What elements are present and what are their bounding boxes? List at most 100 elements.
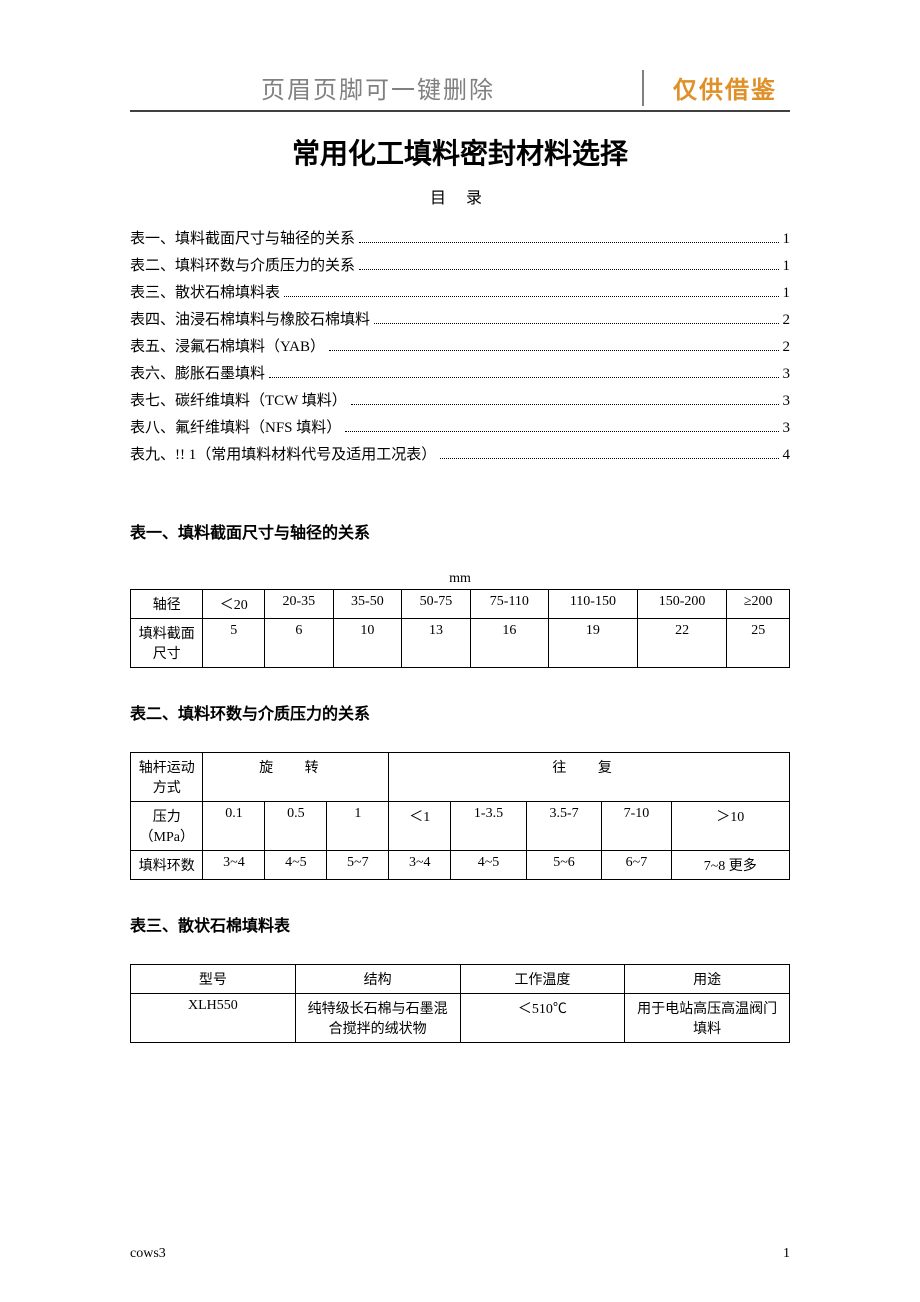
toc-dots <box>359 242 778 243</box>
table-cell: 5 <box>203 619 265 668</box>
toc-label: 表四、油浸石棉填料与橡胶石棉填料 <box>130 307 370 334</box>
table-cell: 19 <box>549 619 638 668</box>
toc-dots <box>345 431 778 432</box>
toc-page: 3 <box>783 388 791 415</box>
toc-item: 表五、浸氟石棉填料（YAB） 2 <box>130 334 790 361</box>
table-cell: ＜510℃ <box>460 994 625 1043</box>
toc-page: 1 <box>783 226 791 253</box>
table-cell: XLH550 <box>131 994 296 1043</box>
table-cell: 6~7 <box>602 851 671 880</box>
table-cell: 110-150 <box>549 590 638 619</box>
toc-page: 4 <box>783 442 791 469</box>
toc-label: 表八、氟纤维填料（NFS 填料） <box>130 415 341 442</box>
header-left-text: 页眉页脚可一键删除 <box>130 70 626 106</box>
toc-item: 表六、膨胀石墨填料3 <box>130 361 790 388</box>
table-row: 压力（MPa） 0.1 0.5 1 ＜1 1-3.5 3.5-7 7-10 ＞1… <box>131 802 790 851</box>
table-row: 填料环数 3~4 4~5 5~7 3~4 4~5 5~6 6~7 7~8 更多 <box>131 851 790 880</box>
table-cell: 旋 转 <box>203 753 389 802</box>
table-cell: 往 复 <box>389 753 790 802</box>
toc-dots <box>440 458 778 459</box>
toc-item: 表一、填料截面尺寸与轴径的关系 1 <box>130 226 790 253</box>
table-header-cell: 结构 <box>295 965 460 994</box>
table2: 轴杆运动方式 旋 转 往 复 压力（MPa） 0.1 0.5 1 ＜1 1-3.… <box>130 752 790 880</box>
table-cell: 7~8 更多 <box>671 851 789 880</box>
table-cell: ＞10 <box>671 802 789 851</box>
toc-page: 2 <box>783 334 791 361</box>
toc-item: 表二、填料环数与介质压力的关系 1 <box>130 253 790 280</box>
table3-title: 表三、散状石棉填料表 <box>130 912 790 936</box>
toc-page: 1 <box>783 280 791 307</box>
header-right-text: 仅供借鉴 <box>660 70 790 106</box>
toc-label: 表六、膨胀石墨填料 <box>130 361 265 388</box>
toc-heading: 目 录 <box>130 184 790 208</box>
table-cell: 0.5 <box>265 802 327 851</box>
table-header-cell: 型号 <box>131 965 296 994</box>
toc-dots <box>374 323 778 324</box>
header-underline <box>130 110 790 112</box>
toc-label: 表二、填料环数与介质压力的关系 <box>130 253 355 280</box>
toc-page: 2 <box>783 307 791 334</box>
toc-label: 表七、碳纤维填料（TCW 填料） <box>130 388 347 415</box>
cell-text: 旋 转 <box>259 761 333 776</box>
header-divider <box>642 70 644 106</box>
table-cell: 35-50 <box>333 590 402 619</box>
table-cell: 5~6 <box>526 851 602 880</box>
table-cell: 纯特级长石棉与石墨混合搅拌的绒状物 <box>295 994 460 1043</box>
footer-page-number: 1 <box>783 1246 790 1262</box>
table-cell: 轴径 <box>131 590 203 619</box>
table3: 型号 结构 工作温度 用途 XLH550 纯特级长石棉与石墨混合搅拌的绒状物 ＜… <box>130 964 790 1043</box>
table2-title: 表二、填料环数与介质压力的关系 <box>130 700 790 724</box>
page-header: 页眉页脚可一键删除 仅供借鉴 <box>130 70 790 106</box>
table-cell: 轴杆运动方式 <box>131 753 203 802</box>
table-cell: ＜20 <box>203 590 265 619</box>
table1-unit: mm <box>130 571 790 587</box>
toc-dots <box>284 296 778 297</box>
toc-item: 表四、油浸石棉填料与橡胶石棉填料 2 <box>130 307 790 334</box>
table-header-cell: 工作温度 <box>460 965 625 994</box>
table-row: 型号 结构 工作温度 用途 <box>131 965 790 994</box>
toc-label: 表三、散状石棉填料表 <box>130 280 280 307</box>
table-cell: 3~4 <box>203 851 265 880</box>
toc-item: 表七、碳纤维填料（TCW 填料） 3 <box>130 388 790 415</box>
table-row: 填料截面尺寸 5 6 10 13 16 19 22 25 <box>131 619 790 668</box>
table-cell: 75-110 <box>470 590 548 619</box>
table1-title: 表一、填料截面尺寸与轴径的关系 <box>130 519 790 543</box>
table-row: 轴径 ＜20 20-35 35-50 50-75 75-110 110-150 … <box>131 590 790 619</box>
table-cell: 150-200 <box>637 590 727 619</box>
toc-item: 表三、散状石棉填料表 1 <box>130 280 790 307</box>
table-cell: 10 <box>333 619 402 668</box>
toc-dots <box>269 377 778 378</box>
toc-label: 表一、填料截面尺寸与轴径的关系 <box>130 226 355 253</box>
cell-text: 往 复 <box>552 761 626 776</box>
table-cell: 0.1 <box>203 802 265 851</box>
page-footer: cows3 1 <box>130 1246 790 1262</box>
table-row: XLH550 纯特级长石棉与石墨混合搅拌的绒状物 ＜510℃ 用于电站高压高温阀… <box>131 994 790 1043</box>
table-cell: 填料截面尺寸 <box>131 619 203 668</box>
table-cell: 20-35 <box>265 590 334 619</box>
table-cell: ≥200 <box>727 590 790 619</box>
table-cell: 压力（MPa） <box>131 802 203 851</box>
table-cell: 4~5 <box>265 851 327 880</box>
toc-item: 表八、氟纤维填料（NFS 填料） 3 <box>130 415 790 442</box>
table-header-cell: 用途 <box>625 965 790 994</box>
table-cell: 3~4 <box>389 851 451 880</box>
toc-label: 表九、!! 1（常用填料材料代号及适用工况表） <box>130 442 436 469</box>
table-cell: 用于电站高压高温阀门填料 <box>625 994 790 1043</box>
document-title: 常用化工填料密封材料选择 <box>130 132 790 172</box>
table-cell: 填料环数 <box>131 851 203 880</box>
toc-label: 表五、浸氟石棉填料（YAB） <box>130 334 325 361</box>
toc-page: 3 <box>783 415 791 442</box>
table-cell: 13 <box>402 619 471 668</box>
table-cell: 50-75 <box>402 590 471 619</box>
table-cell: 5~7 <box>327 851 389 880</box>
toc-page: 1 <box>783 253 791 280</box>
table-row: 轴杆运动方式 旋 转 往 复 <box>131 753 790 802</box>
table1: 轴径 ＜20 20-35 35-50 50-75 75-110 110-150 … <box>130 589 790 668</box>
table-cell: 3.5-7 <box>526 802 602 851</box>
toc-dots <box>359 269 778 270</box>
table-cell: 7-10 <box>602 802 671 851</box>
table-cell: 16 <box>470 619 548 668</box>
table-cell: 4~5 <box>451 851 527 880</box>
table-cell: 22 <box>637 619 727 668</box>
table-cell: 1-3.5 <box>451 802 527 851</box>
